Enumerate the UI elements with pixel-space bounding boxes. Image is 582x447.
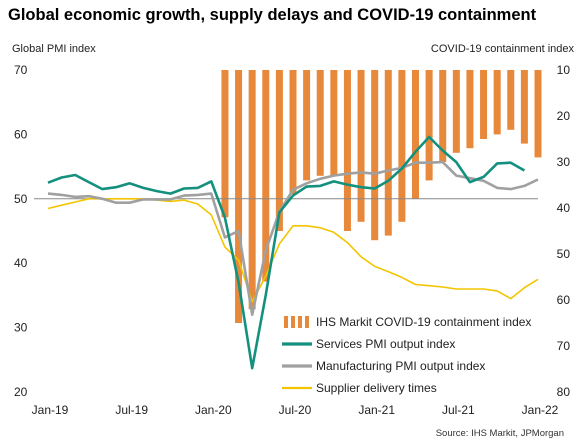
containment-bar (289, 70, 297, 195)
containment-bar (316, 70, 324, 176)
left-tick-label: 20 (14, 385, 28, 399)
containment-bar (534, 70, 542, 158)
containment-bar (275, 70, 283, 231)
legend-swatch (291, 316, 295, 328)
containment-bar (235, 70, 243, 323)
containment-bar (507, 70, 515, 130)
right-tick-label: 60 (557, 293, 571, 307)
containment-bar (493, 70, 501, 135)
x-tick-label: Jan-19 (32, 403, 69, 417)
left-tick-label: 70 (14, 63, 28, 77)
legend: IHS Markit COVID-19 containment index Ser… (282, 315, 531, 395)
left-axis-label: Global PMI index (12, 43, 96, 55)
services-pmi-output-index-line (47, 135, 526, 370)
x-tick-label: Jul-19 (115, 403, 148, 417)
left-tick-label: 30 (14, 321, 28, 335)
left-tick-label: 40 (14, 256, 28, 270)
right-tick-label: 70 (557, 339, 571, 353)
right-axis-ticks: 10 20 30 40 50 60 70 80 (557, 63, 571, 399)
x-tick-label: Jan-21 (358, 403, 395, 417)
right-tick-label: 40 (557, 201, 571, 215)
right-tick-label: 50 (557, 247, 571, 261)
right-tick-label: 30 (557, 155, 571, 169)
legend-label: Manufacturing PMI output index (316, 359, 485, 373)
containment-bar (439, 70, 447, 162)
containment-bar (221, 70, 229, 218)
containment-bar (303, 70, 311, 181)
right-tick-label: 80 (557, 385, 571, 399)
right-tick-label: 20 (557, 109, 571, 123)
source-note: Source: IHS Markit, JPMorgan (436, 428, 564, 439)
legend-label: IHS Markit COVID-19 containment index (316, 315, 531, 329)
containment-bar (384, 70, 392, 236)
x-tick-label: Jul-20 (279, 403, 312, 417)
pmi-lines (47, 135, 539, 370)
containment-bar (330, 70, 338, 176)
containment-bar (262, 70, 270, 282)
legend-swatch (284, 316, 288, 328)
legend-swatch (305, 316, 309, 328)
containment-bar (425, 70, 433, 181)
x-tick-label: Jan-20 (195, 403, 232, 417)
legend-label: Services PMI output index (316, 337, 455, 351)
containment-bar (466, 70, 474, 149)
containment-bar (412, 70, 419, 199)
containment-bar (520, 70, 528, 144)
x-tick-label: Jul-21 (442, 403, 475, 417)
left-tick-label: 50 (14, 192, 28, 206)
chart-title: Global economic growth, supply delays an… (8, 6, 537, 24)
right-tick-label: 10 (557, 63, 571, 77)
x-axis-ticks: Jan-19 Jul-19 Jan-20 Jul-20 Jan-21 Jul-21 Jan-… (32, 403, 559, 417)
containment-bars (221, 70, 542, 323)
legend-label: Supplier delivery times (316, 381, 437, 395)
legend-swatch (298, 316, 302, 328)
containment-bar (398, 70, 406, 222)
containment-bar (357, 70, 365, 222)
left-tick-label: 60 (14, 127, 28, 141)
manufacturing-pmi-output-index-line (47, 160, 539, 317)
supplier-delivery-times-line (47, 198, 539, 303)
x-tick-label: Jan-22 (522, 403, 559, 417)
containment-bar (480, 70, 488, 139)
containment-bar (248, 70, 256, 310)
containment-bar (452, 70, 460, 153)
containment-bar (371, 70, 379, 241)
containment-bar (343, 70, 351, 231)
left-axis-ticks: 70 60 50 40 30 20 (14, 63, 28, 399)
right-axis-label: COVID-19 containment index (431, 43, 575, 55)
